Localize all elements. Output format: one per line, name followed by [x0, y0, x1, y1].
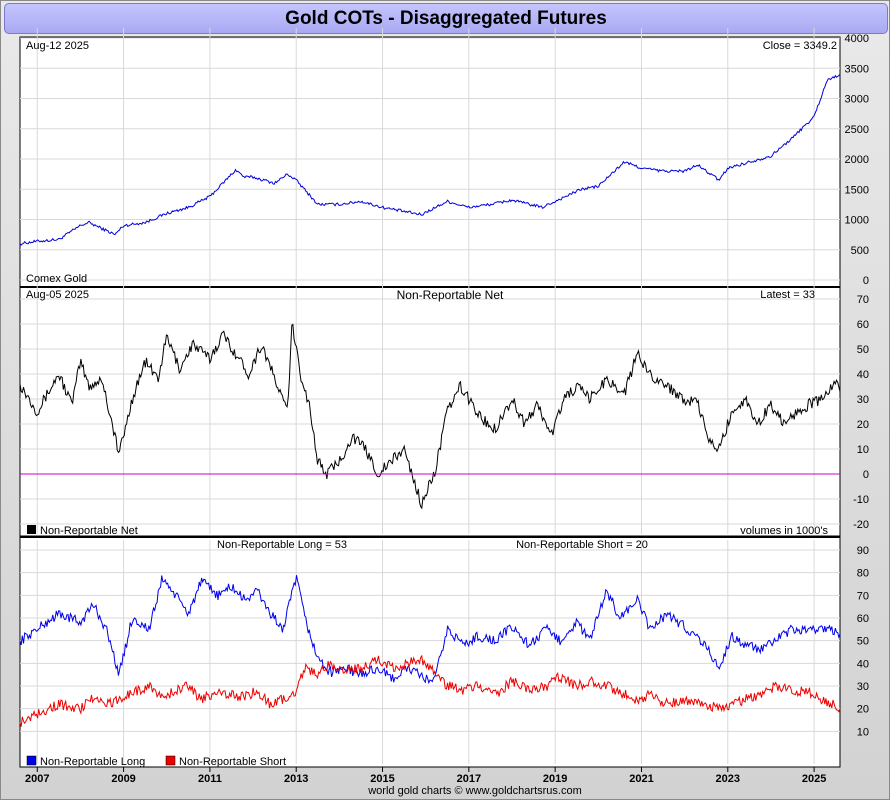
y-tick-label: 20 [857, 704, 869, 716]
y-tick-label: 20 [857, 419, 869, 431]
y-tick-label: -20 [853, 519, 869, 531]
y-tick-label: 40 [857, 369, 869, 381]
x-axis: 2007 2009 2011 2013 2015 2017 2019 2021 2023 2025 [25, 767, 826, 785]
x-tick-label: 2013 [284, 773, 308, 785]
price-close-label: Close = 3349.2 [763, 40, 837, 52]
x-tick-label: 2017 [457, 773, 481, 785]
y-tick-label: 70 [857, 294, 869, 306]
y-tick-label: 2000 [845, 154, 869, 166]
x-tick-label: 2025 [802, 773, 826, 785]
y-tick-label: 30 [857, 681, 869, 693]
y-tick-label: 3000 [845, 94, 869, 106]
series-line-non-reportable-long [19, 575, 841, 685]
x-tick-label: 2021 [629, 773, 653, 785]
x-tick-label: 2007 [25, 773, 49, 785]
grid-lines [20, 28, 840, 764]
price-date-label: Aug-12 2025 [26, 40, 89, 52]
y-tick-label: 40 [857, 658, 869, 670]
short-latest-label: Non-Reportable Short = 20 [516, 539, 648, 551]
y-tick-label: 0 [863, 469, 869, 481]
short-legend-label: Non-Reportable Short [179, 756, 286, 768]
series-line-non-reportable-short [19, 654, 841, 727]
net-panel [19, 286, 841, 537]
y-tick-label: 4000 [845, 33, 869, 45]
y-tick-label: 80 [857, 568, 869, 580]
y-tick-label: 50 [857, 636, 869, 648]
long-legend-label: Non-Reportable Long [40, 756, 145, 768]
net-latest-label: Latest = 33 [760, 289, 815, 301]
x-tick-label: 2009 [111, 773, 135, 785]
longshort-panel [19, 536, 841, 768]
series-line-non-reportable-net [19, 323, 841, 510]
y-tick-label: 10 [857, 444, 869, 456]
y-tick-label: 70 [857, 590, 869, 602]
y-tick-label: -10 [853, 494, 869, 506]
y-tick-label: 60 [857, 319, 869, 331]
long-latest-label: Non-Reportable Long = 53 [217, 539, 347, 551]
y-tick-label: 90 [857, 545, 869, 557]
y-tick-label: 1000 [845, 215, 869, 227]
x-tick-label: 2023 [716, 773, 740, 785]
footer-credit: world gold charts © www.goldchartsrus.co… [367, 785, 582, 797]
net-units-label: volumes in 1000's [740, 525, 828, 537]
x-tick-label: 2019 [543, 773, 567, 785]
net-legend-label: Non-Reportable Net [40, 525, 138, 537]
long-legend-swatch [26, 755, 37, 766]
y-tick-label: 10 [857, 726, 869, 738]
price-panel [19, 36, 841, 288]
x-tick-label: 2011 [198, 773, 222, 785]
title-bar: Gold COTs - Disaggregated Futures [4, 3, 888, 34]
y-axis-labels: 0 500 1000 1500 2000 2500 3000 3500 4000 -20 -10 0 1… [845, 33, 869, 738]
series-lines [19, 73, 841, 727]
y-tick-label: 60 [857, 613, 869, 625]
y-tick-label: 30 [857, 394, 869, 406]
y-tick-label: 2500 [845, 124, 869, 136]
y-tick-label: 500 [851, 245, 869, 257]
net-panel-title: Non-Reportable Net [397, 288, 504, 302]
net-date-label: Aug-05 2025 [26, 289, 89, 301]
y-tick-label: 0 [863, 275, 869, 287]
price-caption: Comex Gold [26, 273, 87, 285]
chart-title: Gold COTs - Disaggregated Futures [285, 8, 607, 29]
series-line-comex-gold [19, 73, 841, 246]
y-tick-label: 50 [857, 344, 869, 356]
net-legend-swatch [27, 525, 36, 534]
short-legend-swatch [165, 755, 176, 766]
y-tick-label: 3500 [845, 63, 869, 75]
y-tick-label: 1500 [845, 184, 869, 196]
x-tick-label: 2015 [370, 773, 394, 785]
